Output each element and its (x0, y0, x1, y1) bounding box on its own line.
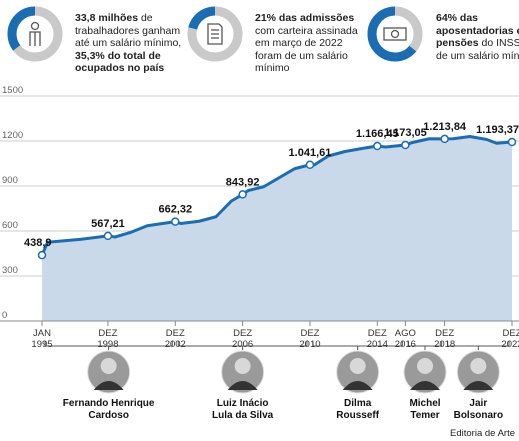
x-tick-label: DEZ 2010 (299, 328, 320, 350)
point (374, 143, 381, 150)
president-name: Dilma Rousseff (336, 398, 379, 422)
president-name: Fernando Henrique Cardoso (63, 398, 155, 422)
x-tick-label: DEZ 2002 (165, 328, 186, 350)
point (306, 161, 313, 168)
icon-bg (378, 17, 412, 51)
y-tick-label: 0 (2, 310, 7, 321)
point (239, 191, 246, 198)
info-segment: com carteira assinada em março de 2022 f… (255, 25, 358, 75)
x-tick-label: DEZ 2022 (501, 328, 519, 350)
x-tick-label: DEZ 2006 (232, 328, 253, 350)
y-tick-label: 1500 (2, 85, 23, 96)
infographic: 0 300 600 900 1200 1500 438,9 567,21 662,32 843,9… (0, 0, 519, 441)
president-name: Michel Temer (409, 398, 440, 422)
x-tick-label: DEZ 2018 (434, 328, 455, 350)
point (441, 135, 448, 142)
president-name: Jair Bolsonaro (454, 398, 503, 422)
x-tick-label: DEZ 1998 (97, 328, 118, 350)
info-segment: 21% das admissões (255, 12, 354, 24)
info-text: 33,8 milhões de trabalhadores ganham até… (75, 12, 187, 75)
point (172, 218, 179, 225)
y-tick-label: 300 (2, 265, 18, 276)
info-segment: 33,8 milhões (75, 12, 138, 24)
photo-head (350, 358, 366, 374)
x-tick-label: JAN 1995 (31, 328, 52, 350)
value-label: 567,21 (91, 218, 125, 230)
photo-head (417, 358, 433, 374)
info-text: 21% das admissões com carteira assinada … (255, 12, 367, 75)
photo-head (235, 358, 251, 374)
info-segment: 35,3% do total de ocupados no país (75, 50, 164, 75)
x-tick-label: AGO 2016 (395, 328, 416, 350)
point (104, 232, 111, 239)
value-label: 1.193,37 (476, 124, 519, 136)
photo-head (470, 358, 486, 374)
credit: Editoria de Arte (450, 428, 515, 439)
y-tick-label: 600 (2, 220, 18, 231)
value-label: 843,92 (226, 176, 260, 188)
x-tick-label: DEZ 2014 (367, 328, 388, 350)
photo-head (101, 358, 117, 374)
y-tick-label: 900 (2, 175, 18, 186)
y-tick-label: 1200 (2, 130, 23, 141)
point (509, 138, 516, 145)
value-label: 662,32 (158, 204, 192, 216)
value-label: 1.041,61 (289, 147, 332, 159)
value-label: 438,9 (24, 237, 52, 249)
value-label: 1.213,84 (423, 121, 467, 133)
president-name: Luiz Inácio Lula da Silva (212, 398, 273, 422)
info-text: 64% das aposentadorias e pensões do INSS… (436, 12, 519, 62)
value-label: 1.173,05 (384, 127, 427, 139)
point (402, 142, 409, 149)
point (39, 252, 46, 259)
